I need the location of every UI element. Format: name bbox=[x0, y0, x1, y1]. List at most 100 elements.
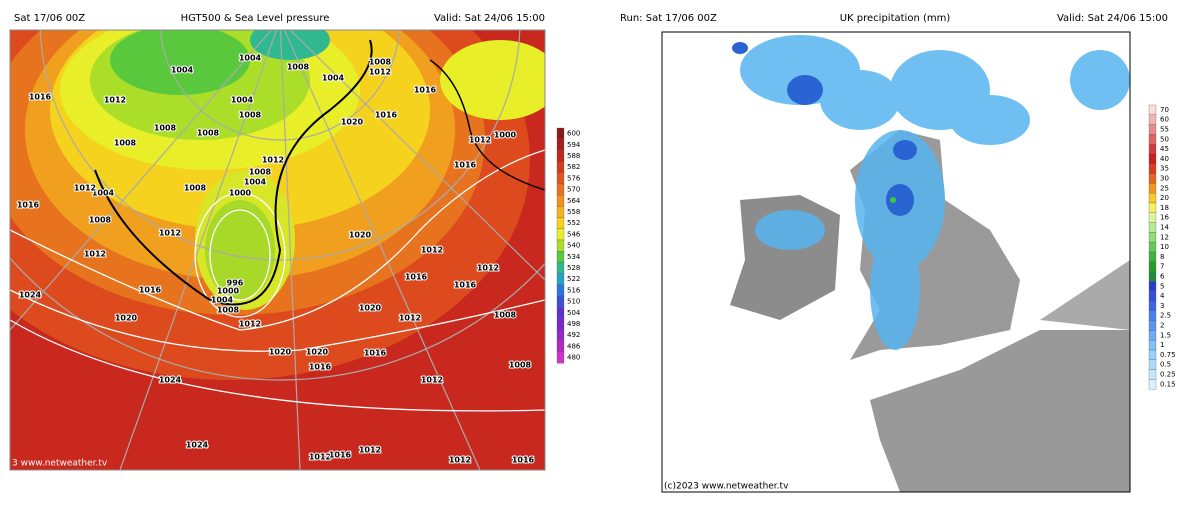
legend-swatch bbox=[1148, 330, 1157, 341]
legend-swatch bbox=[556, 183, 565, 196]
legend-label: 7 bbox=[1160, 263, 1164, 271]
legend-label: 576 bbox=[567, 174, 581, 182]
legend-label: 2 bbox=[1160, 322, 1164, 330]
precip-map bbox=[662, 32, 1130, 492]
isobar-label: 1004 bbox=[92, 189, 115, 198]
isobar-label: 1000 bbox=[217, 287, 240, 296]
pressure-map bbox=[10, 30, 545, 470]
isobar-label: 1008 bbox=[154, 124, 177, 133]
legend-swatch bbox=[1148, 359, 1157, 370]
legend-label: 8 bbox=[1160, 253, 1164, 261]
legend-swatch bbox=[556, 217, 565, 229]
isobar-label: 1008 bbox=[287, 63, 310, 72]
legend-label: 18 bbox=[1160, 204, 1169, 212]
isobar-label: 1012 bbox=[421, 246, 443, 255]
legend-label: 4 bbox=[1160, 292, 1165, 300]
legend-label: 540 bbox=[567, 242, 580, 250]
legend-label: 3 bbox=[1160, 302, 1164, 310]
map-title: HGT500 & Sea Level pressure bbox=[181, 13, 330, 24]
legend-swatch bbox=[1148, 124, 1157, 135]
legend-swatch bbox=[1148, 134, 1157, 145]
isobar-label: 1020 bbox=[269, 348, 292, 357]
legend-swatch bbox=[1148, 163, 1157, 174]
legend-swatch bbox=[1148, 114, 1157, 125]
legend-swatch bbox=[556, 273, 565, 285]
legend-label: 5 bbox=[1160, 282, 1164, 290]
legend-swatch bbox=[556, 150, 565, 162]
legend-label: 516 bbox=[567, 286, 581, 294]
isobar-label: 1016 bbox=[454, 281, 477, 290]
map-frame bbox=[9, 29, 546, 471]
isobar-label: 1008 bbox=[217, 306, 240, 315]
isobar-label: 1004 bbox=[211, 296, 234, 305]
valid-label: Valid: Sat 24/06 15:00 bbox=[1057, 13, 1168, 24]
legend-swatch bbox=[1148, 349, 1157, 360]
legend-label: 70 bbox=[1160, 106, 1169, 114]
legend-label: 504 bbox=[567, 309, 581, 317]
legend-label: 0.15 bbox=[1160, 380, 1176, 388]
legend-label: 0.5 bbox=[1160, 361, 1171, 369]
legend-label: 546 bbox=[567, 230, 581, 238]
legend-swatch bbox=[556, 329, 565, 341]
legend-swatch bbox=[1148, 202, 1157, 213]
isobar-label: 1004 bbox=[171, 66, 194, 75]
legend-swatch bbox=[1148, 291, 1157, 302]
legend-swatch bbox=[1148, 369, 1157, 380]
isobar-label: 1012 bbox=[399, 314, 421, 323]
legend-label: 10 bbox=[1160, 243, 1169, 251]
legend-swatch bbox=[1148, 232, 1157, 243]
isobar-label: 1024 bbox=[19, 291, 42, 300]
legend-swatch bbox=[556, 295, 565, 308]
isobar-label: 1004 bbox=[231, 96, 254, 105]
legend-swatch bbox=[1148, 310, 1157, 321]
isobar-label: 1020 bbox=[115, 314, 138, 323]
legend-swatch bbox=[556, 340, 565, 353]
isobar-label: 1012 bbox=[74, 184, 96, 193]
isobar-label: 1000 bbox=[494, 131, 517, 140]
legend-label: 40 bbox=[1160, 155, 1169, 163]
isobar-label: 1000 bbox=[229, 189, 252, 198]
legend-swatch bbox=[556, 172, 565, 185]
legend-swatch bbox=[1148, 242, 1157, 253]
legend-label: 25 bbox=[1160, 184, 1169, 192]
isobar-label: 1012 bbox=[239, 320, 261, 329]
isobar-label: 1012 bbox=[104, 96, 126, 105]
legend-label: 1.5 bbox=[1160, 331, 1171, 339]
isobar-label: 1012 bbox=[369, 68, 391, 77]
isobar-label: 1012 bbox=[421, 376, 443, 385]
legend-label: 0.75 bbox=[1160, 351, 1176, 359]
map-title: UK precipitation (mm) bbox=[840, 13, 951, 24]
legend-label: 498 bbox=[567, 320, 580, 328]
isobar-label: 1016 bbox=[375, 111, 398, 120]
isobar-label: 1020 bbox=[349, 231, 372, 240]
legend-label: 522 bbox=[567, 275, 580, 283]
legend-swatch bbox=[1148, 183, 1157, 194]
isobar-label: 1008 bbox=[197, 129, 220, 138]
isobar-label: 1016 bbox=[139, 286, 162, 295]
legend-swatch bbox=[556, 318, 565, 330]
legend-swatch bbox=[556, 239, 565, 252]
legend-label: 6 bbox=[1160, 273, 1165, 281]
legend-swatch bbox=[1148, 281, 1157, 292]
legend-swatch bbox=[556, 307, 565, 319]
isobar-label: 1020 bbox=[306, 348, 329, 357]
legend-label: 55 bbox=[1160, 126, 1169, 134]
legend-label: 486 bbox=[567, 342, 581, 350]
legend-swatch bbox=[1148, 153, 1157, 164]
legend-label: 570 bbox=[567, 186, 580, 194]
legend-swatch bbox=[1148, 261, 1157, 272]
legend-swatch bbox=[1148, 104, 1157, 115]
isobar-label: 1012 bbox=[262, 156, 284, 165]
legend-label: 528 bbox=[567, 264, 580, 272]
run-label: Run: Sat 17/06 00Z bbox=[620, 13, 717, 24]
isobar-label: 1004 bbox=[322, 74, 345, 83]
isobar-label: 1016 bbox=[309, 363, 332, 372]
legend-swatch bbox=[556, 206, 565, 218]
isobar-label: 1016 bbox=[454, 161, 477, 170]
legend-label: 1 bbox=[1160, 341, 1164, 349]
legend-swatch bbox=[1148, 193, 1157, 204]
isobar-label: 1016 bbox=[414, 86, 437, 95]
legend-label: 582 bbox=[567, 163, 580, 171]
legend-label: 30 bbox=[1160, 175, 1169, 183]
legend-label: 552 bbox=[567, 219, 580, 227]
